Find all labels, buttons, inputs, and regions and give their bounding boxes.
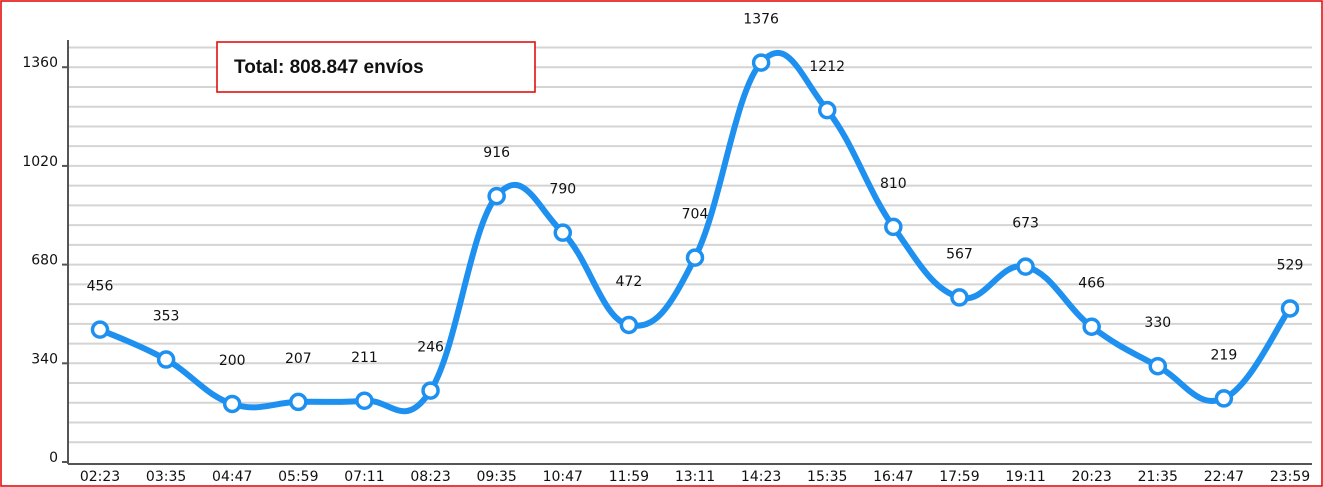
data-label: 810 [880,176,907,192]
data-label: 472 [616,274,643,290]
data-label: 456 [87,279,114,295]
x-tick-label: 19:11 [1005,469,1045,485]
x-tick-label: 04:47 [212,469,252,485]
data-label: 219 [1211,347,1238,363]
x-tick-label: 22:47 [1204,469,1244,485]
x-tick-label: 10:47 [543,469,583,485]
data-label: 529 [1277,257,1304,273]
total-text: Total: 808.847 envíos [234,57,424,78]
marker [884,217,903,237]
x-tick-label: 23:59 [1270,469,1310,485]
marker [421,381,440,400]
y-tick-label: 340 [31,351,58,367]
x-tick-label: 05:59 [278,469,318,485]
x-tick-label: 07:11 [344,469,384,485]
marker [685,248,705,267]
marker [1148,356,1168,376]
marker [487,186,506,206]
marker [222,394,242,414]
x-tick-label: 16:47 [873,469,913,485]
marker [1082,317,1101,336]
x-tick-label: 11:59 [609,469,649,485]
marker [1214,389,1234,408]
x-tick-label: 17:59 [939,469,979,485]
x-tick-label: 14:23 [741,469,781,485]
y-tick-label: 1360 [22,55,58,71]
grid [68,46,1312,444]
y-tick-label: 1020 [22,154,58,170]
total-box [216,41,536,93]
x-tick-label: 08:23 [410,469,450,485]
marker [553,223,573,242]
marker [950,288,969,307]
y-tick-label: 680 [31,253,58,269]
marker [289,392,308,412]
data-label: 200 [219,353,246,369]
data-label: 1212 [809,59,845,75]
data-label: 704 [682,207,709,223]
data-label: 207 [285,351,312,367]
x-tick-label: 13:11 [675,469,715,485]
data-label: 1376 [743,12,779,28]
data-label: 211 [351,350,378,366]
y-tick-label: 0 [49,450,58,466]
marker [817,100,837,120]
marker [751,53,771,72]
x-tick-label: 21:35 [1138,469,1178,485]
x-tick-label: 03:35 [146,469,186,485]
data-label: 330 [1144,315,1171,331]
marker [619,315,639,335]
marker [355,391,374,411]
marker [90,320,110,339]
x-tick-label: 02:23 [80,469,120,485]
data-label: 673 [1012,216,1039,232]
marker [1280,299,1300,318]
x-tick-label: 20:23 [1071,469,1111,485]
data-label: 246 [417,340,444,356]
x-tick-label: 15:35 [807,469,847,485]
marker [156,350,176,369]
marker [1016,257,1035,276]
data-label: 567 [946,246,973,262]
data-label: 466 [1078,276,1105,292]
data-label: 916 [483,145,510,161]
data-label: 790 [549,182,576,198]
data-label: 353 [153,309,180,325]
x-tick-label: 09:35 [476,469,516,485]
